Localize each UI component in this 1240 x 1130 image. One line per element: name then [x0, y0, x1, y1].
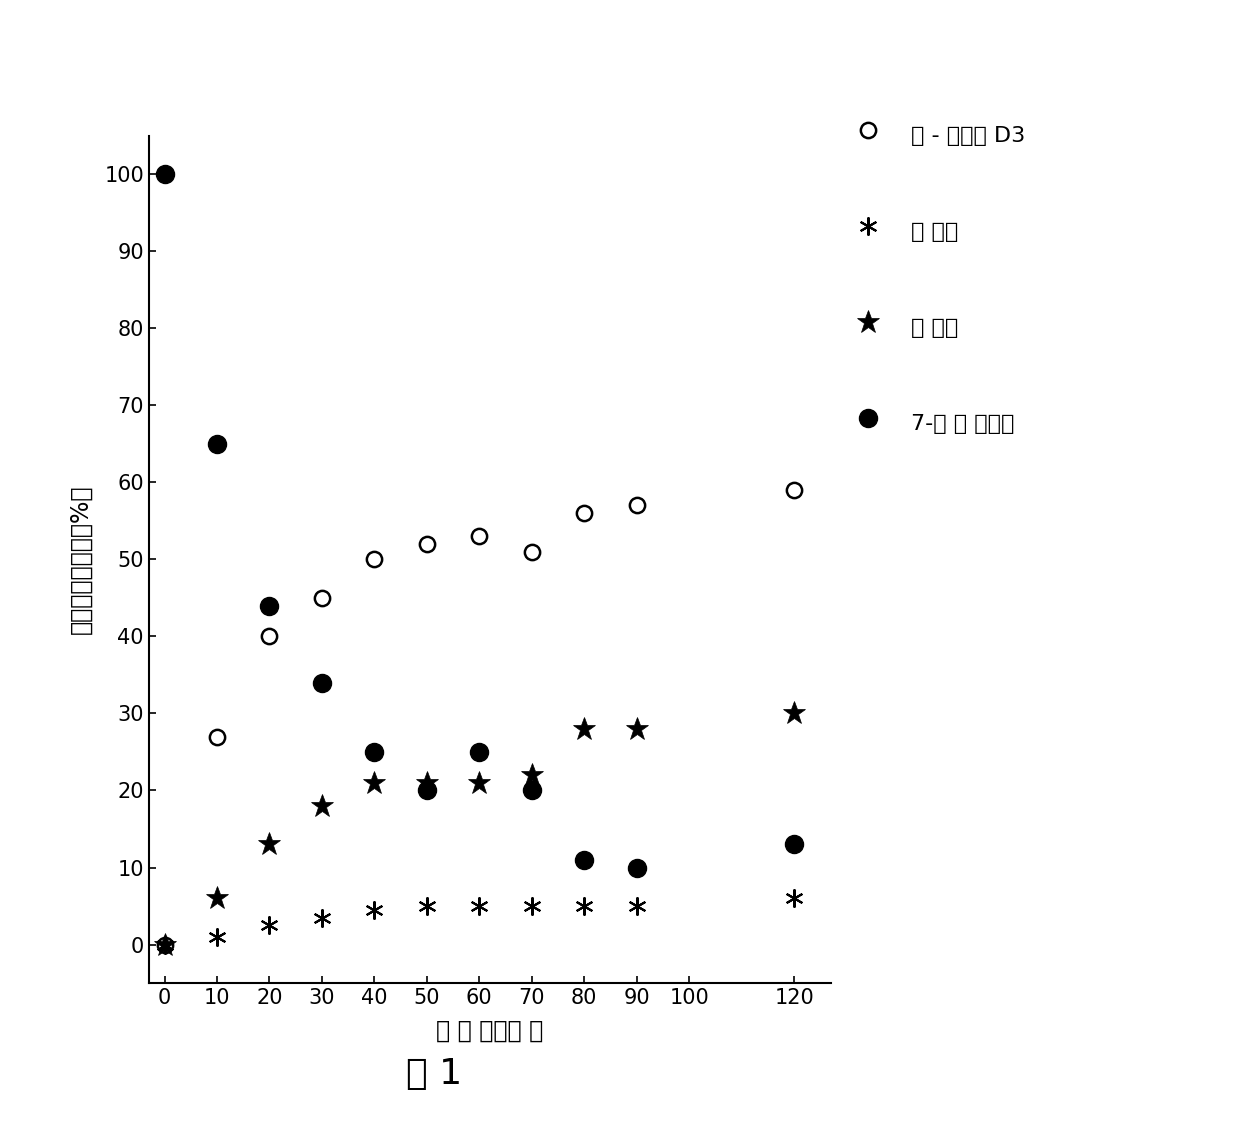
Text: 图 1: 图 1: [405, 1057, 463, 1090]
X-axis label: 时 间 （分钟 ）: 时 间 （分钟 ）: [436, 1019, 543, 1043]
Y-axis label: 异构体百分含量（%）: 异构体百分含量（%）: [69, 485, 93, 634]
Text: 亮 甸醇: 亮 甸醇: [911, 221, 959, 242]
Text: 速 甸醇: 速 甸醇: [911, 318, 959, 338]
Text: 7-去 氢 胆固醇: 7-去 氢 胆固醇: [911, 414, 1014, 434]
Text: 预 - 维生素 D3: 预 - 维生素 D3: [911, 125, 1025, 146]
